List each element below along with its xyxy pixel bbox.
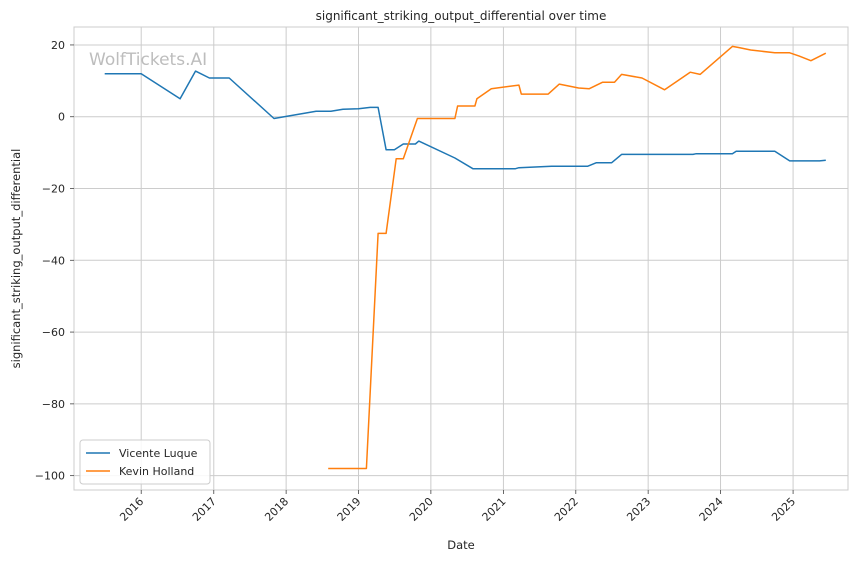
- x-tick-label: 2017: [190, 495, 219, 524]
- legend-box: [79, 439, 211, 485]
- y-tick-label: −20: [42, 183, 65, 196]
- legend-label-vicente-luque: Vicente Luque: [119, 447, 198, 460]
- series-lines: [104, 45, 827, 470]
- x-ticks: 2016 2017 2018 2019 2020 2021 2022 2023 2024 2025: [117, 490, 798, 524]
- x-tick-label: 2016: [117, 495, 146, 524]
- legend-label-kevin-holland: Kevin Holland: [119, 465, 194, 478]
- plot-background: [74, 27, 848, 490]
- x-tick-label: 2023: [624, 495, 653, 524]
- x-tick-label: 2022: [552, 495, 581, 524]
- series-line-kevin-holland: [328, 45, 827, 470]
- y-tick-label: −60: [42, 326, 65, 339]
- series-line-vicente-luque: [104, 70, 826, 170]
- x-tick-label: 2020: [407, 495, 436, 524]
- x-tick-label: 2025: [769, 495, 798, 524]
- x-tick-label: 2024: [697, 495, 726, 524]
- x-tick-label: 2018: [262, 495, 291, 524]
- watermark: WolfTickets.AI: [89, 50, 207, 70]
- y-ticks: 20 0 −20 −40 −60 −80 −100: [35, 39, 74, 483]
- y-axis-label: significant_striking_output_differential: [9, 149, 23, 369]
- y-tick-label: −40: [42, 254, 65, 267]
- x-axis-label: Date: [447, 538, 475, 552]
- legend: Vicente Luque Kevin Holland: [79, 439, 211, 485]
- y-tick-label: 20: [51, 39, 65, 52]
- chart-title: significant_striking_output_differential…: [316, 9, 607, 23]
- x-tick-label: 2019: [335, 495, 364, 524]
- plot-frame: [73, 26, 849, 491]
- y-tick-label: −80: [42, 398, 65, 411]
- y-tick-label: 0: [58, 111, 65, 124]
- y-tick-label: −100: [35, 470, 65, 483]
- grid: [74, 27, 848, 490]
- x-tick-label: 2021: [480, 495, 509, 524]
